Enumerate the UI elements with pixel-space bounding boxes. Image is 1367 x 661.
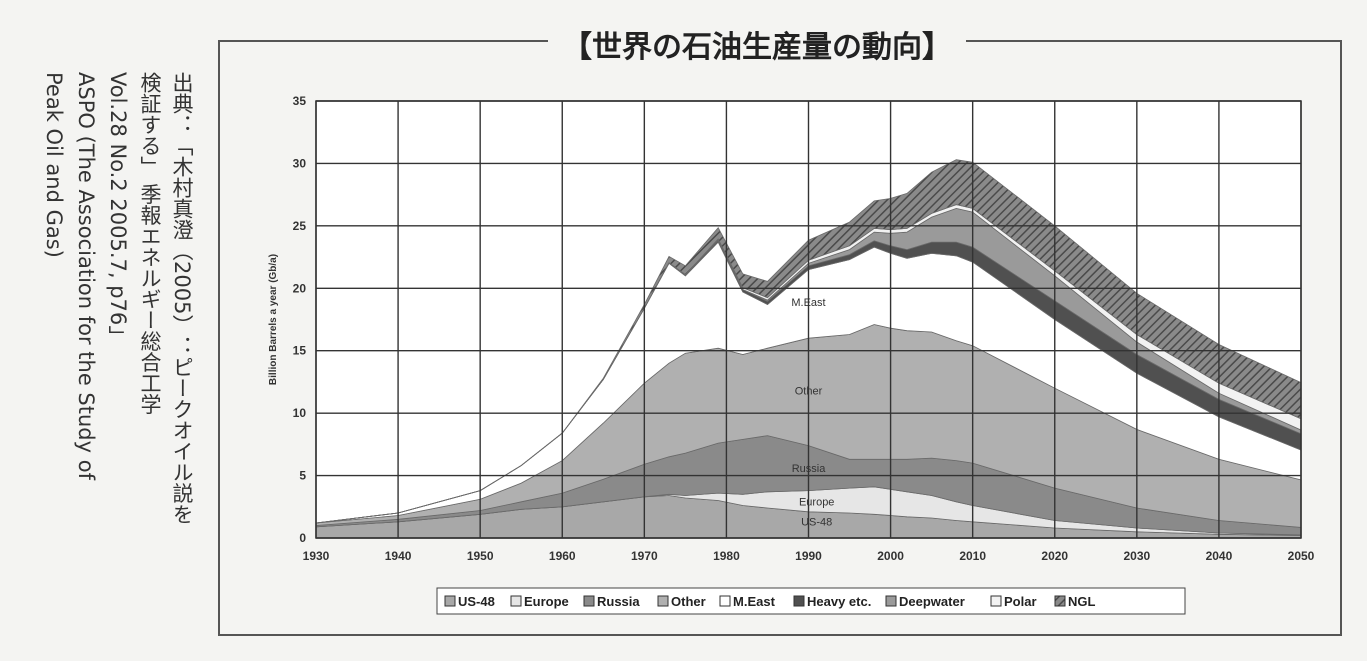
legend: US-48 Europe Russia Other M.East Heavy etc. De… — [436, 587, 1186, 615]
legend-swatch — [510, 595, 522, 607]
source-line-4: ASPO (The Association for the Study of — [74, 72, 98, 480]
series-annotation: M.East — [791, 297, 825, 309]
x-tick-label: 1990 — [795, 549, 822, 563]
x-tick-label: 2020 — [1041, 549, 1068, 563]
x-tick-label: 2010 — [959, 549, 986, 563]
plot-border — [315, 100, 1302, 539]
x-tick-label: 1970 — [631, 549, 658, 563]
series-annotation: Europe — [799, 497, 834, 509]
x-tick-label: 2040 — [1206, 549, 1233, 563]
series-annotation: US-48 — [801, 517, 832, 529]
legend-swatch — [583, 595, 595, 607]
legend-swatch — [793, 595, 805, 607]
y-tick-label: 10 — [293, 406, 307, 420]
x-tick-label: 1940 — [385, 549, 412, 563]
legend-swatch — [990, 595, 1002, 607]
source-line-3: Vol.28 No.2 2005.7, p76」 — [106, 72, 130, 347]
y-tick-label: 20 — [293, 281, 307, 295]
grid-layer — [315, 100, 1302, 539]
y-tick-label: 25 — [293, 219, 307, 233]
x-tick-label: 2050 — [1288, 549, 1315, 563]
legend-swatch — [719, 595, 731, 607]
x-tick-label: 2030 — [1123, 549, 1150, 563]
x-tick-label: 1980 — [713, 549, 740, 563]
legend-label: Polar — [1004, 594, 1037, 609]
source-citation: 出典：「木村真澄（2005）：ピークオイル説を 検証する」 季報エネルギー総合工… — [28, 72, 198, 652]
x-tick-label: 1960 — [549, 549, 576, 563]
x-tick-label: 1950 — [467, 549, 494, 563]
series-annotation: Russia — [792, 463, 827, 475]
chart-title: 【世界の石油生産量の動向】 — [548, 22, 966, 66]
legend-label: Heavy etc. — [807, 594, 871, 609]
legend-label: Other — [671, 594, 706, 609]
legend-label: Europe — [524, 594, 569, 609]
source-line-5: Peak Oil and Gas) — [42, 72, 66, 258]
series-annotation: Other — [795, 385, 823, 397]
x-tick-label: 1930 — [303, 549, 330, 563]
y-tick-label: 30 — [293, 156, 307, 170]
x-tick-label: 2000 — [877, 549, 904, 563]
axes-layer: 1930 1940 1950 1960 1970 1980 1990 2000 2010 2020… — [268, 94, 1315, 563]
y-tick-label: 15 — [293, 344, 307, 358]
source-line-1: 出典：「木村真澄（2005）：ピークオイル説を — [170, 72, 194, 525]
y-tick-label: 5 — [299, 469, 306, 483]
legend-label: Russia — [597, 594, 640, 609]
annotation-layer: M.East Other Russia Europe US-48 — [791, 297, 834, 529]
legend-swatch — [885, 595, 897, 607]
legend-label: M.East — [733, 594, 776, 609]
legend-swatch — [657, 595, 669, 607]
source-line-2: 検証する」 季報エネルギー総合工学 — [138, 72, 162, 415]
y-tick-label: 0 — [299, 531, 306, 545]
legend-label: NGL — [1068, 594, 1096, 609]
legend-swatch — [1054, 595, 1066, 607]
legend-label: Deepwater — [899, 594, 965, 609]
legend-swatch — [444, 595, 456, 607]
legend-label: US-48 — [458, 594, 495, 609]
y-tick-label: 35 — [293, 94, 307, 108]
y-axis-label: Billion Barrels a year (Gb/a) — [268, 254, 279, 385]
